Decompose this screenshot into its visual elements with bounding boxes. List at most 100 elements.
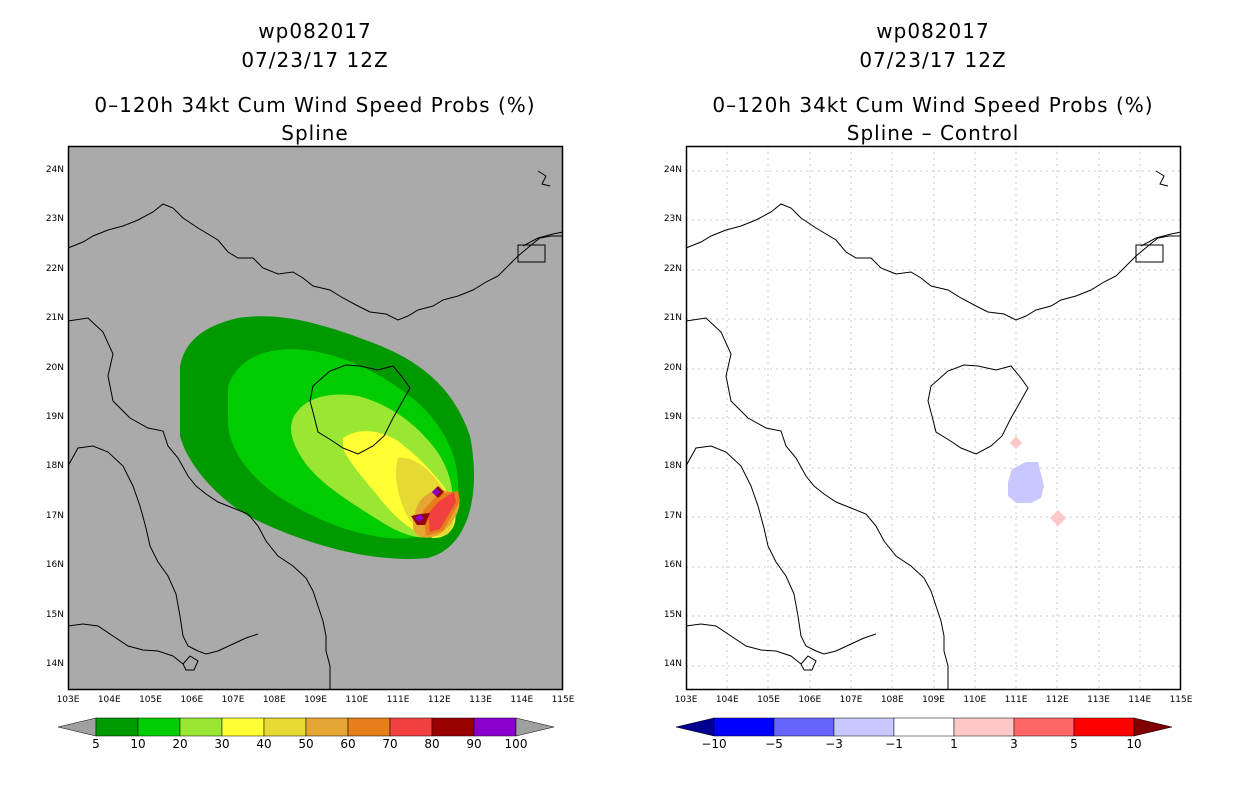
right-lat-tick: 16N [663, 560, 682, 571]
right-colorbar-label: 3 [1010, 737, 1018, 751]
left-lon-tick: 106E [180, 695, 204, 705]
left-colorbar-label: 10 [130, 737, 146, 751]
right-lat-tick: 19N [663, 412, 682, 422]
left-colorbar-segment [347, 717, 391, 737]
left-lon-tick: 104E [97, 695, 121, 705]
right-lon-tick: 114E [1128, 695, 1152, 705]
right-coastlines [685, 170, 1182, 690]
right-lon-tick: 108E [880, 695, 904, 705]
left-colorbar-segment [305, 717, 349, 737]
right-colorbar-label: 10 [1126, 737, 1142, 751]
left-lon-tick: 109E [304, 695, 327, 705]
right-title-storm: wp082017 [876, 19, 990, 43]
left-lon-tick: 103E [56, 695, 80, 705]
contour-90-a [415, 514, 424, 522]
left-colorbar-segment [137, 717, 181, 737]
right-title-date: 07/23/17 12Z [859, 48, 1007, 72]
left-colorbar-label: 30 [214, 737, 230, 751]
left-lat-tick: 22N [45, 263, 64, 274]
right-lat-tick: 23N [663, 214, 682, 225]
right-lon-tick: 111E [1004, 695, 1028, 705]
left-colorbar-label: 80 [424, 737, 440, 751]
left-lon-tick: 114E [510, 695, 534, 705]
left-lon-tick: 105E [139, 695, 162, 705]
left-lon-tick: 108E [262, 695, 286, 705]
left-colorbar-label: 70 [382, 737, 398, 751]
left-lat-tick: 23N [45, 214, 64, 225]
difference-features [1008, 436, 1066, 526]
right-map-frame [685, 145, 1182, 691]
left-lat-tick: 24N [45, 164, 64, 175]
right-colorbar-segment [713, 717, 775, 737]
right-colorbar-label: −3 [825, 737, 843, 751]
left-colorbar-low-end [57, 717, 97, 737]
left-title-date: 07/23/17 12Z [241, 48, 389, 72]
right-colorbar-segment [833, 717, 895, 737]
left-lat-tick: 17N [45, 510, 64, 521]
right-lat-tick: 24N [663, 164, 682, 175]
contour-90-b [432, 488, 440, 496]
left-title-method: Spline [281, 121, 349, 145]
left-probability-map [67, 145, 564, 691]
left-colorbar-label: 60 [340, 737, 356, 751]
left-lon-tick: 110E [345, 695, 369, 705]
right-lat-tick: 18N [663, 461, 682, 472]
left-colorbar-segment [221, 717, 265, 737]
right-lon-tick: 112E [1045, 695, 1069, 705]
left-colorbar-segment [431, 717, 475, 737]
left-colorbar-segment [473, 717, 517, 737]
left-lat-tick: 18N [45, 461, 64, 472]
left-lat-tick: 15N [45, 609, 64, 620]
right-lat-tick: 20N [663, 362, 682, 373]
left-map-frame [67, 145, 564, 691]
left-colorbar-segment [95, 717, 139, 737]
left-lon-tick: 113E [469, 695, 492, 705]
contour-70 [428, 492, 456, 532]
right-lon-tick: 107E [839, 695, 863, 705]
right-colorbar-label: 1 [950, 737, 958, 751]
left-colorbar [57, 717, 555, 737]
right-lat-tick: 17N [663, 510, 682, 521]
left-colorbar-label: 90 [466, 737, 482, 751]
left-lon-tick: 115E [551, 695, 575, 705]
right-lon-tick: 115E [1169, 695, 1193, 705]
right-lon-tick: 105E [757, 695, 780, 705]
right-lat-tick: 21N [663, 313, 682, 324]
right-title-method: Spline – Control [846, 121, 1020, 145]
right-gridlines [686, 146, 1181, 690]
right-difference-map [685, 145, 1182, 691]
left-lat-tick: 16N [45, 560, 64, 571]
right-colorbar-label: −5 [765, 737, 783, 751]
right-colorbar [675, 717, 1173, 737]
positive-difference-patch-2 [1050, 510, 1066, 526]
left-colorbar-label: 50 [298, 737, 314, 751]
left-colorbar-segment [179, 717, 223, 737]
right-colorbar-segment [1013, 717, 1075, 737]
right-colorbar-label: 5 [1070, 737, 1078, 751]
left-colorbar-label: 100 [504, 737, 528, 751]
right-lat-tick: 22N [663, 263, 682, 274]
left-colorbar-label: 5 [92, 737, 100, 751]
right-colorbar-segment [1073, 717, 1135, 737]
left-lat-tick: 20N [45, 362, 64, 373]
right-colorbar-segment [953, 717, 1015, 737]
right-title-product: 0–120h 34kt Cum Wind Speed Probs (%) [712, 93, 1154, 117]
left-title-product: 0–120h 34kt Cum Wind Speed Probs (%) [94, 93, 536, 117]
left-lon-tick: 111E [386, 695, 410, 705]
left-coastlines [67, 170, 564, 690]
right-lon-tick: 110E [963, 695, 987, 705]
left-lon-tick: 107E [221, 695, 245, 705]
right-colorbar-label: −1 [885, 737, 903, 751]
right-lon-tick: 103E [674, 695, 698, 705]
right-colorbar-segment [773, 717, 835, 737]
left-colorbar-segment [389, 717, 433, 737]
right-lat-tick: 15N [663, 609, 682, 620]
right-colorbar-high-end [1133, 717, 1173, 737]
right-colorbar-segment [893, 717, 955, 737]
left-lat-tick: 19N [45, 412, 64, 422]
left-lat-tick: 21N [45, 313, 64, 324]
left-lat-tick: 14N [45, 659, 64, 670]
positive-difference-patch-1 [1010, 436, 1022, 449]
left-lon-tick: 112E [427, 695, 451, 705]
left-colorbar-high-end [515, 717, 555, 737]
